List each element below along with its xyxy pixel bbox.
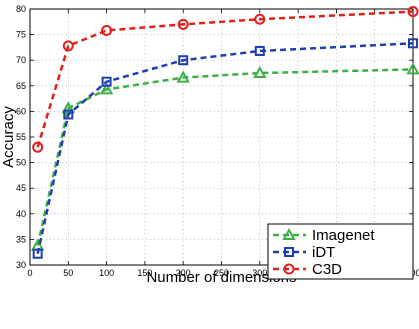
x-tick-label: 300 [252,268,267,278]
x-axis-label: Number of dimensions [146,269,296,286]
data-point-square [63,109,74,120]
data-point-square [254,45,265,56]
y-tick-label: 45 [16,183,26,193]
series-imagenet [30,62,419,251]
y-tick-label: 55 [16,132,26,142]
data-point-circle [407,6,419,18]
data-point-triangle [253,65,267,78]
x-tick-label: 50 [63,268,73,278]
y-tick-label: 35 [16,234,26,244]
x-tick-label: 200 [176,268,191,278]
data-point-triangle [406,62,419,75]
series-line [36,68,414,246]
x-tick-label: 150 [137,268,152,278]
data-point-circle [254,13,266,25]
x-tick-label: 100 [99,268,114,278]
y-tick-label: 65 [16,81,26,91]
legend-label: iDT [312,244,335,261]
legend-marker-triangle [282,227,296,240]
data-point-triangle [99,82,114,95]
data-point-square [408,38,418,49]
grid [30,9,413,265]
legend-label: C3D [312,261,342,278]
y-tick-label: 30 [16,260,26,270]
data-point-circle [101,25,113,37]
y-tick-label: 50 [16,158,26,168]
data-point-square [32,248,43,259]
data-point-circle [32,141,44,153]
legend-item: Imagenet [273,227,375,244]
legend-item: C3D [273,261,342,278]
y-tick-label: 60 [16,106,26,116]
series [30,6,419,259]
y-axis-label: Accuracy [0,106,17,168]
legend-marker-circle [283,263,295,275]
legend-marker-square [284,247,294,257]
x-tick-label: 0 [27,268,32,278]
data-point-square [101,76,112,87]
series-line [36,10,414,148]
x-tick-label: 250 [214,268,229,278]
y-tick-label: 70 [16,55,26,65]
data-point-triangle [61,101,75,114]
data-point-circle [62,40,74,52]
y-tick-label: 40 [16,209,26,219]
data-point-square [178,55,189,66]
data-point-circle [177,18,189,30]
y-tick-label: 80 [16,4,26,14]
series-c3d [32,6,419,153]
y-tick-label: 75 [16,30,26,40]
legend-item: iDT [273,244,335,261]
series-line [36,42,414,255]
legend-label: Imagenet [312,227,375,244]
series-idt [32,38,418,259]
data-point-triangle [176,70,190,83]
